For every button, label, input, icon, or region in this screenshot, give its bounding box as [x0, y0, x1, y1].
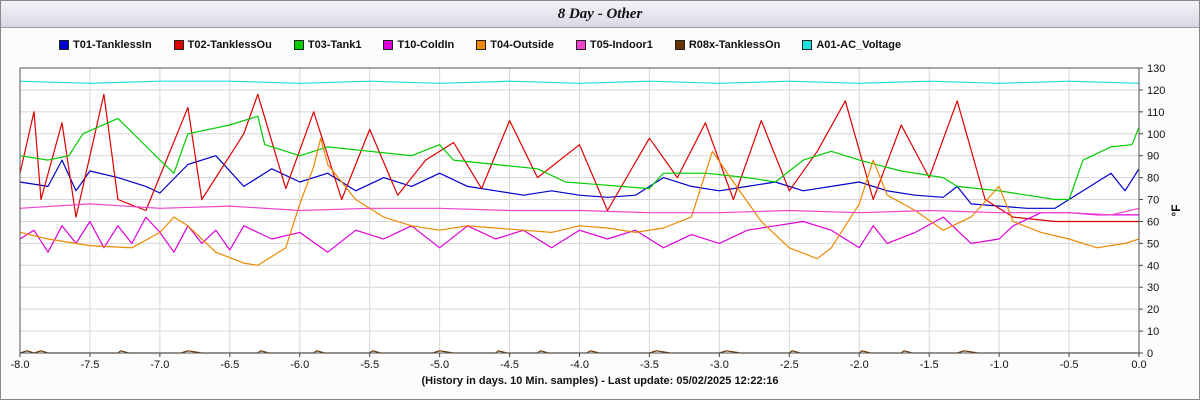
y-tick-label: 0	[1147, 348, 1153, 360]
y-tick-label: 110	[1147, 107, 1165, 119]
x-tick-label: -8.0	[11, 359, 30, 371]
legend-item: T02-TanklessOu	[173, 37, 272, 53]
legend-swatch	[802, 40, 813, 50]
x-tick-label: -4.5	[500, 359, 519, 371]
y-tick-label: 60	[1147, 216, 1159, 228]
chart-title: 8 Day - Other	[557, 6, 643, 22]
y-tick-label: 90	[1147, 151, 1159, 163]
legend: T01-TanklessIn T02-TanklessOu T03-Tank1 T10…	[59, 37, 923, 53]
y-tick-label: 20	[1147, 304, 1159, 316]
legend-label: T10-ColdIn	[397, 39, 455, 51]
legend-swatch	[293, 40, 304, 50]
legend-item: T05-Indoor1	[575, 37, 653, 53]
legend-label: T03-Tank1	[307, 39, 362, 51]
y-tick-label: 70	[1147, 195, 1159, 207]
legend-swatch	[59, 40, 69, 50]
legend-swatch	[173, 40, 184, 50]
x-tick-label: -2.0	[850, 359, 869, 371]
legend-item: A01-AC_Voltage	[802, 37, 901, 53]
legend-label: T02-TanklessOu	[187, 39, 272, 51]
x-tick-label: -4.0	[570, 359, 589, 371]
legend-label: R08x-TanklessOn	[688, 39, 781, 51]
legend-item: T10-ColdIn	[383, 37, 454, 53]
legend-item: T03-Tank1	[293, 37, 362, 53]
x-tick-label: -1.0	[990, 359, 1009, 371]
x-tick-label: 0.0	[1131, 359, 1146, 371]
y-tick-label: 40	[1147, 260, 1159, 272]
x-tick-label: -6.0	[290, 359, 309, 371]
legend-swatch	[575, 40, 586, 50]
y-tick-label: 50	[1147, 238, 1159, 250]
x-tick-label: -3.0	[710, 359, 729, 371]
legend-label: T05-Indoor1	[589, 39, 653, 51]
series-line-t01-tanklessin	[19, 155, 1140, 209]
y-axis-unit: °F	[1169, 204, 1183, 216]
plot-border	[19, 67, 1140, 354]
series-line-t04-outside	[19, 137, 1140, 266]
legend-item: T01-TanklessIn	[59, 37, 152, 53]
x-tick-label: -1.5	[920, 359, 939, 371]
legend-label: A01-AC_Voltage	[816, 39, 902, 51]
legend-swatch	[383, 40, 394, 50]
series-line-t03-tank1	[19, 115, 1140, 201]
x-tick-label: -3.5	[640, 359, 659, 371]
legend-item: T04-Outside	[476, 37, 554, 53]
legend-item: R08x-TanklessOn	[674, 37, 781, 53]
x-tick-label: -7.5	[80, 359, 99, 371]
x-tick-label: -2.5	[780, 359, 799, 371]
x-axis-caption: (History in days. 10 Min. samples) - Las…	[421, 375, 779, 387]
legend-swatch	[476, 40, 487, 50]
x-tick-label: -5.5	[360, 359, 379, 371]
y-tick-label: 80	[1147, 173, 1159, 185]
series-line-a01-ac-voltage	[19, 80, 1140, 84]
y-tick-label: 100	[1147, 129, 1165, 141]
legend-label: T01-TanklessIn	[73, 39, 152, 51]
y-tick-label: 130	[1147, 63, 1165, 75]
legend-label: T04-Outside	[490, 39, 554, 51]
x-tick-label: -7.0	[150, 359, 169, 371]
x-tick-label: -5.0	[430, 359, 449, 371]
series-line-t05-indoor1	[19, 203, 1140, 216]
y-tick-label: 30	[1147, 282, 1159, 294]
x-tick-label: -0.5	[1060, 359, 1079, 371]
series-line-t10-coldin	[19, 212, 1139, 253]
x-tick-label: -6.5	[220, 359, 239, 371]
legend-swatch	[674, 40, 685, 50]
title-bar: 8 Day - Other	[1, 1, 1199, 28]
y-tick-label: 10	[1147, 326, 1159, 338]
y-tick-label: 120	[1147, 85, 1165, 97]
